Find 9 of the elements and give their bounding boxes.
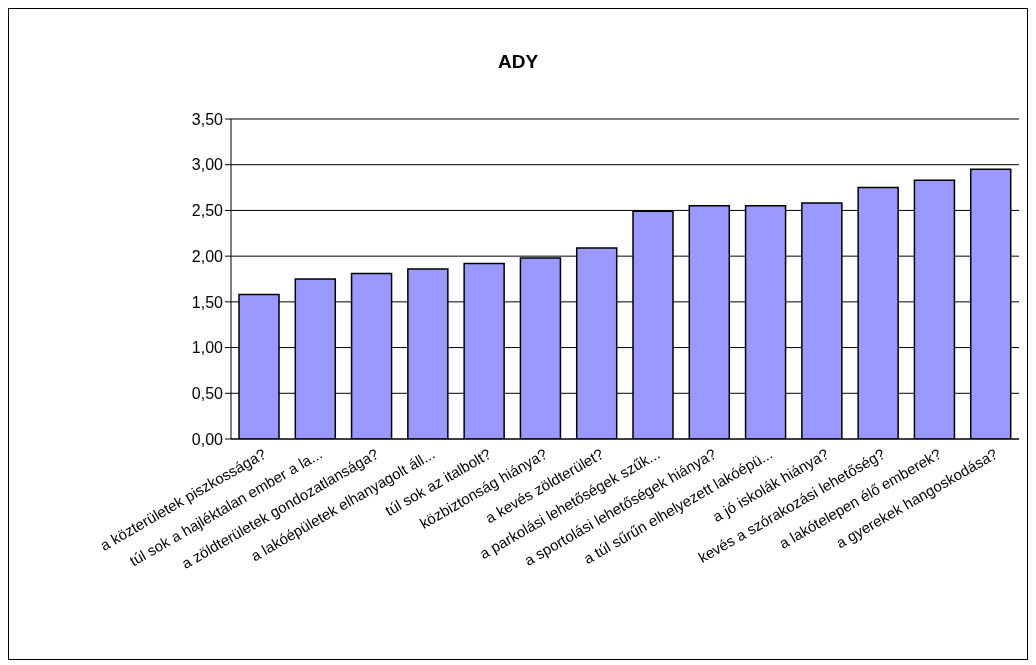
y-tick-label: 3,00 [191, 156, 224, 174]
y-tick-label: 2,00 [191, 247, 224, 265]
y-tick-label: 3,50 [191, 110, 224, 128]
y-tick-label: 0,00 [191, 430, 224, 448]
chart-title: ADY [496, 51, 540, 73]
y-tick-label: 1,00 [191, 339, 224, 357]
y-tick-label: 0,50 [191, 384, 224, 402]
y-tick-label: 1,50 [191, 293, 224, 311]
y-tick-label: 2,50 [191, 202, 224, 220]
